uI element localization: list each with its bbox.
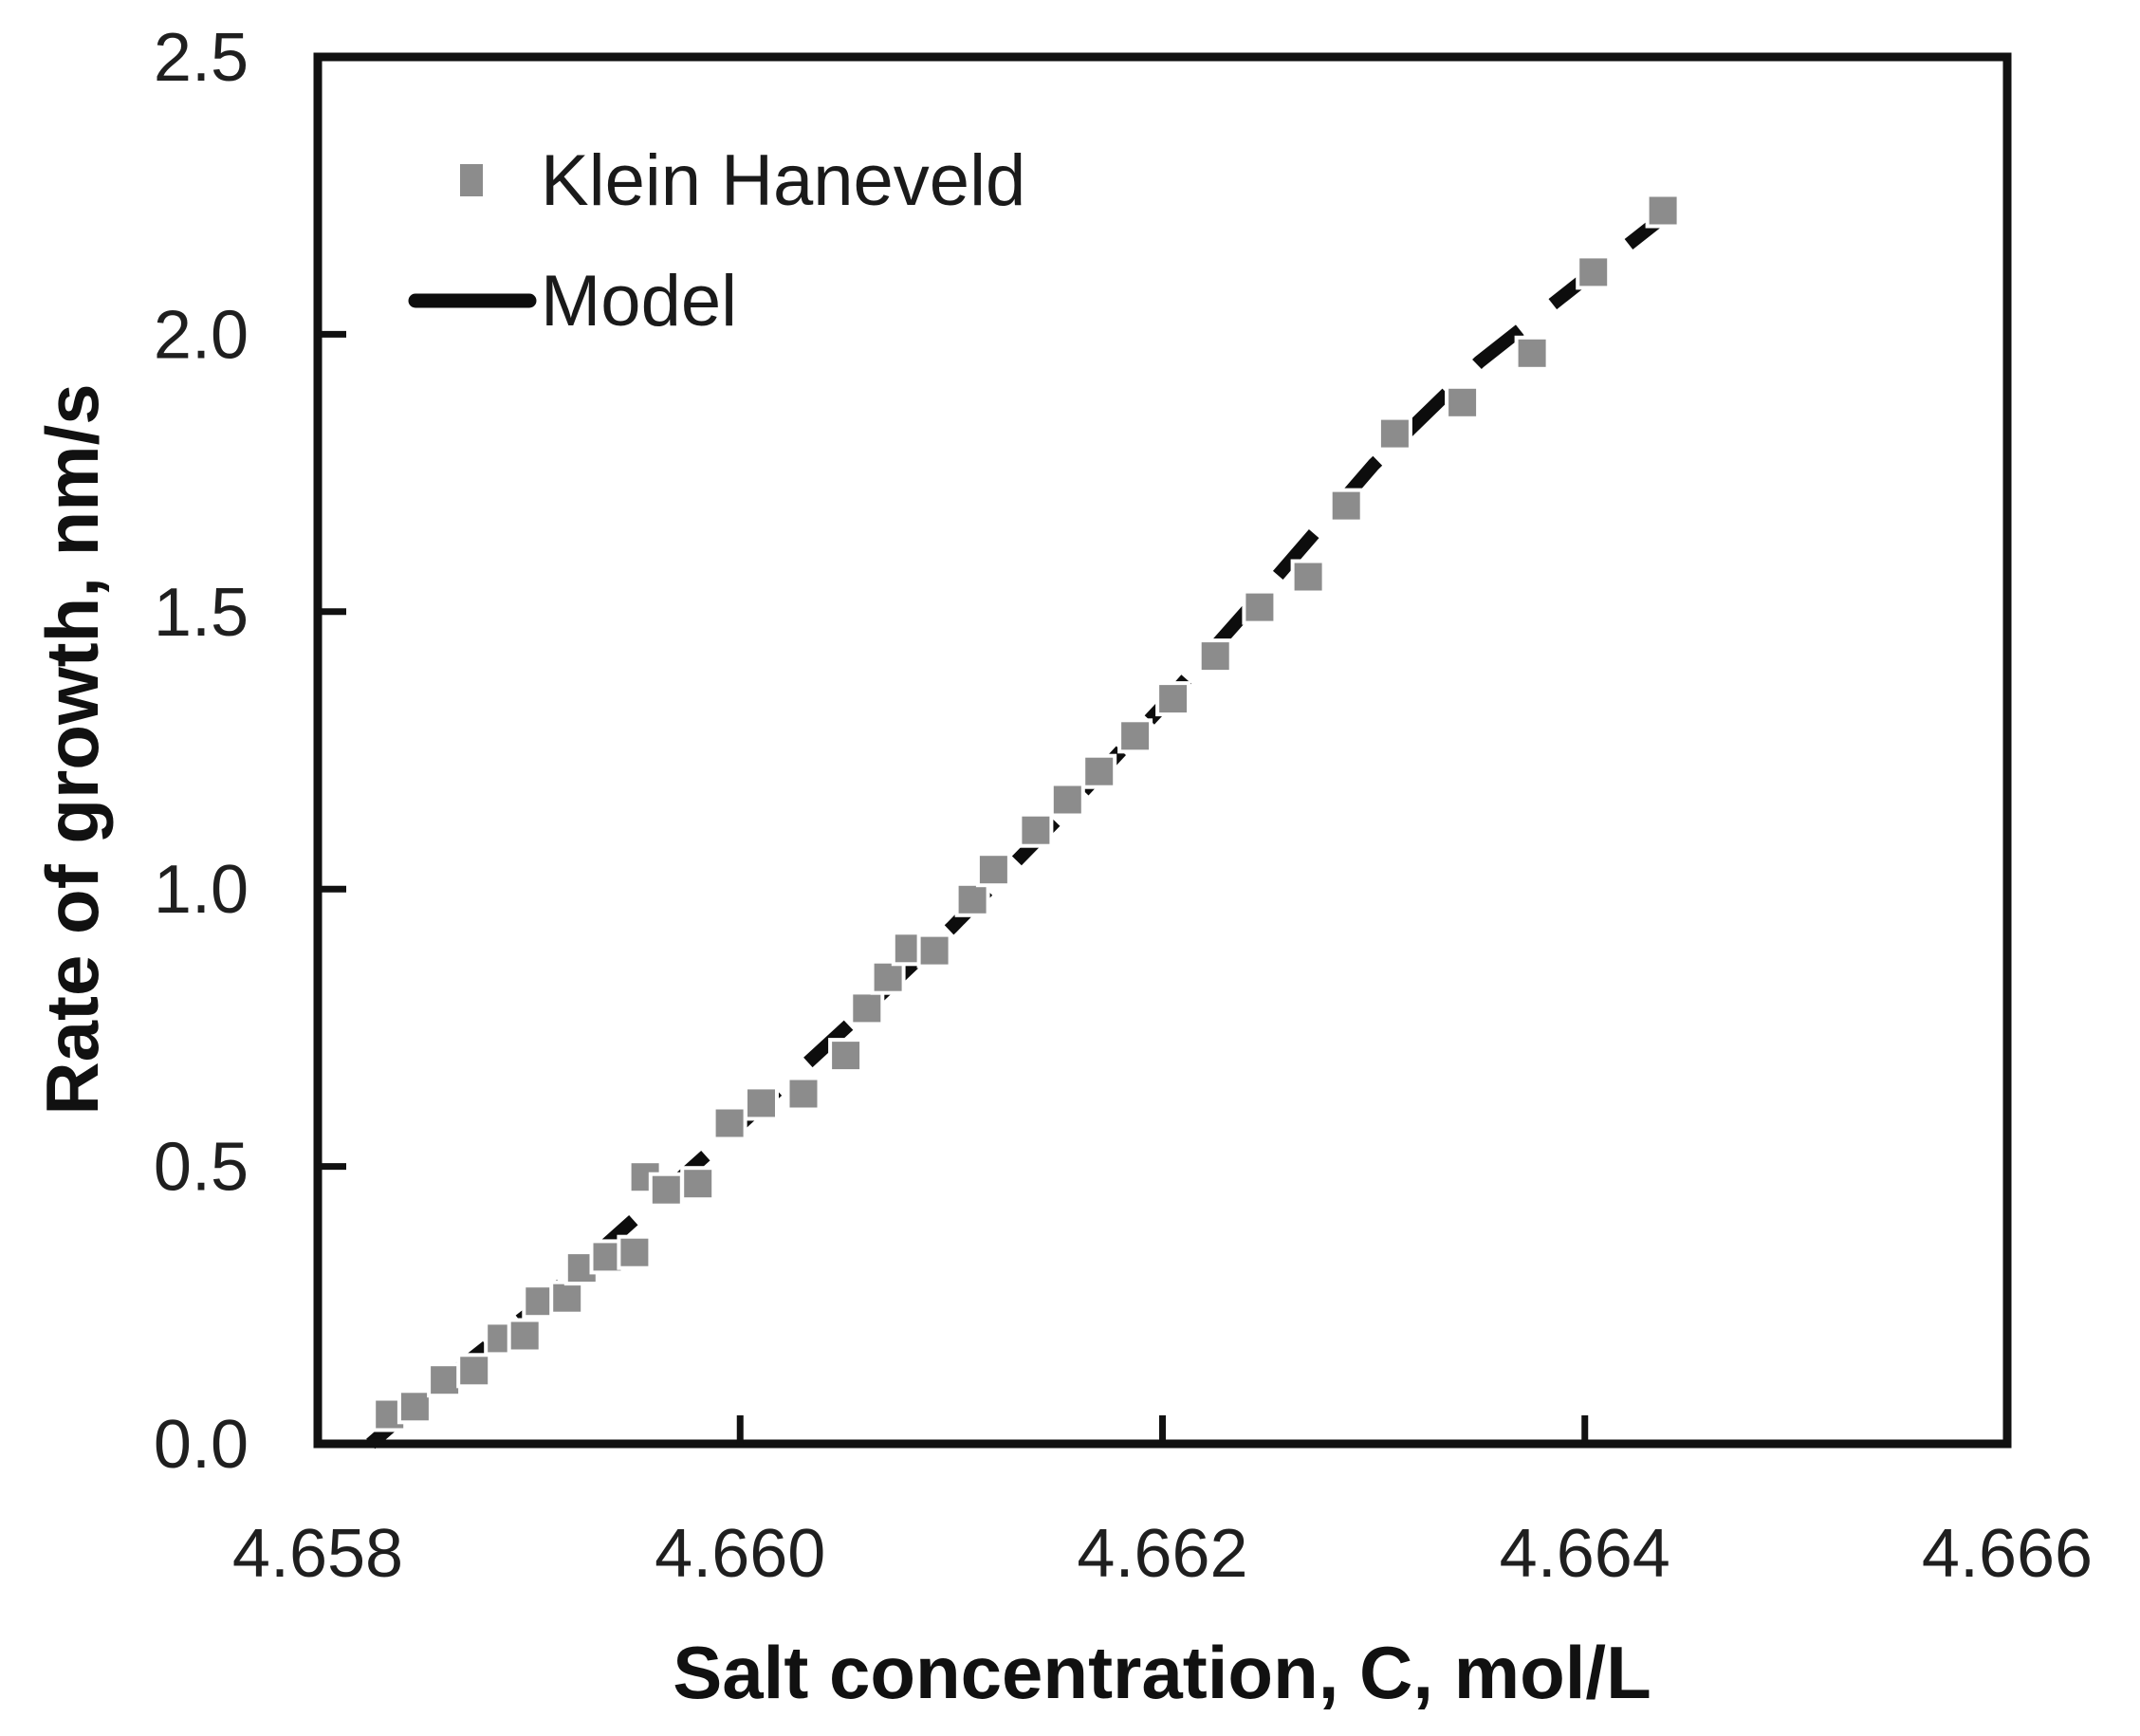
data-point-marker bbox=[680, 1166, 716, 1202]
x-tick-label: 4.662 bbox=[1077, 1516, 1247, 1592]
data-point-marker bbox=[954, 881, 990, 917]
data-point-marker bbox=[785, 1076, 821, 1112]
x-tick-label: 4.666 bbox=[1922, 1516, 2093, 1592]
data-point-marker bbox=[456, 1353, 492, 1389]
x-axis-title: Salt concentration, C, mol/L bbox=[673, 1631, 1651, 1714]
legend-label-klein-haneveld: Klein Haneveld bbox=[541, 140, 1025, 221]
y-tick-label: 2.5 bbox=[154, 20, 249, 96]
data-point-marker bbox=[711, 1105, 747, 1141]
x-axis-tick-labels: 4.658 4.660 4.662 4.664 4.666 bbox=[232, 1516, 2093, 1592]
data-point-marker bbox=[507, 1318, 543, 1354]
data-point-marker bbox=[397, 1389, 433, 1425]
legend: Klein Haneveld Model bbox=[408, 140, 1025, 342]
y-tick-label: 0.0 bbox=[154, 1407, 249, 1483]
data-point-marker bbox=[1155, 681, 1191, 717]
data-point-marker bbox=[1445, 384, 1481, 420]
data-point-marker bbox=[849, 990, 885, 1026]
x-axis-ticks bbox=[736, 1415, 1589, 1444]
data-point-marker bbox=[1645, 193, 1681, 229]
legend-square-marker-icon bbox=[460, 164, 483, 196]
data-point-marker bbox=[1018, 812, 1054, 848]
y-axis-tick-labels: 0.0 0.5 1.0 1.5 2.0 2.5 bbox=[154, 20, 249, 1483]
data-point-marker bbox=[1081, 753, 1117, 789]
data-point-marker bbox=[617, 1234, 653, 1270]
y-tick-label: 1.0 bbox=[154, 852, 249, 928]
data-point-marker bbox=[648, 1172, 684, 1208]
data-point-marker bbox=[549, 1280, 585, 1316]
data-point-marker bbox=[1242, 589, 1278, 625]
data-point-marker bbox=[1514, 335, 1550, 371]
scatter-series bbox=[372, 193, 1681, 1432]
data-point-marker bbox=[1576, 254, 1612, 290]
y-tick-label: 2.0 bbox=[154, 297, 249, 373]
data-point-marker bbox=[828, 1038, 864, 1074]
y-tick-label: 1.5 bbox=[154, 575, 249, 651]
x-tick-label: 4.664 bbox=[1500, 1516, 1670, 1592]
y-tick-label: 0.5 bbox=[154, 1130, 249, 1206]
data-point-marker bbox=[1197, 638, 1233, 674]
data-point-marker bbox=[975, 852, 1011, 888]
data-point-marker bbox=[744, 1085, 779, 1121]
y-axis-title: Rate of growth, nm/s bbox=[30, 383, 114, 1115]
data-point-marker bbox=[1117, 718, 1153, 754]
x-tick-label: 4.660 bbox=[655, 1516, 825, 1592]
data-point-marker bbox=[870, 959, 906, 995]
data-point-marker bbox=[1290, 559, 1326, 595]
data-point-marker bbox=[1376, 416, 1412, 452]
data-point-marker bbox=[1049, 782, 1085, 818]
y-axis-ticks bbox=[318, 330, 346, 1171]
data-point-marker bbox=[1328, 488, 1364, 524]
legend-label-model: Model bbox=[541, 261, 737, 342]
x-tick-label: 4.658 bbox=[232, 1516, 403, 1592]
data-point-marker bbox=[427, 1362, 463, 1398]
data-point-marker bbox=[916, 933, 952, 969]
